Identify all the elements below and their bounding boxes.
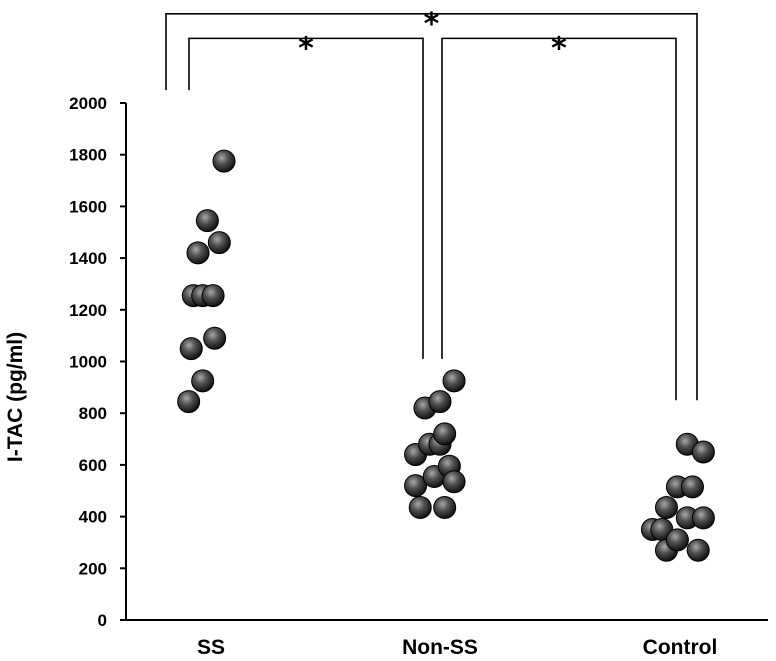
y-axis-title: I-TAC (pg/ml) xyxy=(4,332,27,462)
data-points xyxy=(177,149,715,562)
significance-star: * xyxy=(298,31,314,66)
y-tick-label: 1800 xyxy=(69,146,107,165)
data-point-control xyxy=(654,496,678,520)
y-tick-label: 800 xyxy=(79,404,107,423)
y-tick-label: 400 xyxy=(79,508,107,527)
y-tick-label: 600 xyxy=(79,456,107,475)
significance-bracket xyxy=(188,37,424,359)
data-point-non-ss xyxy=(442,369,466,393)
x-category-label: Control xyxy=(643,636,718,659)
x-category-label: Non-SS xyxy=(402,636,478,659)
significance-star: * xyxy=(551,31,567,66)
data-point-non-ss xyxy=(408,496,432,520)
y-tick-label: 1400 xyxy=(69,249,107,268)
y-ticks: 0 200 400 600 800 1000 1200 1400 1600 1800 2000 xyxy=(69,94,126,630)
data-point-non-ss xyxy=(433,496,457,520)
data-point-non-ss xyxy=(442,470,466,494)
data-point-control xyxy=(686,538,710,562)
x-category-label: SS xyxy=(197,636,225,659)
data-point-ss xyxy=(207,231,231,255)
y-tick-label: 1200 xyxy=(69,301,107,320)
significance-star: * xyxy=(424,7,440,42)
y-tick-label: 0 xyxy=(98,611,107,630)
data-point-ss xyxy=(203,326,227,350)
data-point-control xyxy=(665,528,689,552)
data-point-ss xyxy=(201,284,225,308)
y-tick-label: 2000 xyxy=(69,94,107,113)
y-tick-label: 200 xyxy=(79,559,107,578)
significance-bracket xyxy=(165,13,698,401)
data-point-control xyxy=(680,475,704,499)
data-point-control xyxy=(691,506,715,530)
data-point-non-ss xyxy=(428,390,452,414)
data-point-non-ss xyxy=(433,422,457,446)
data-point-non-ss xyxy=(404,474,428,498)
data-point-ss xyxy=(186,241,210,265)
x-category-labels: SS Non-SS Control xyxy=(197,636,717,659)
data-point-control xyxy=(691,440,715,464)
significance-bracket xyxy=(441,37,677,401)
data-point-ss xyxy=(212,149,236,173)
y-tick-label: 1600 xyxy=(69,197,107,216)
data-point-ss xyxy=(195,209,219,233)
significance-brackets: * * * xyxy=(165,7,698,401)
data-point-ss xyxy=(191,369,215,393)
data-point-ss xyxy=(179,337,203,361)
data-point-ss xyxy=(177,390,201,414)
y-tick-label: 1000 xyxy=(69,353,107,372)
